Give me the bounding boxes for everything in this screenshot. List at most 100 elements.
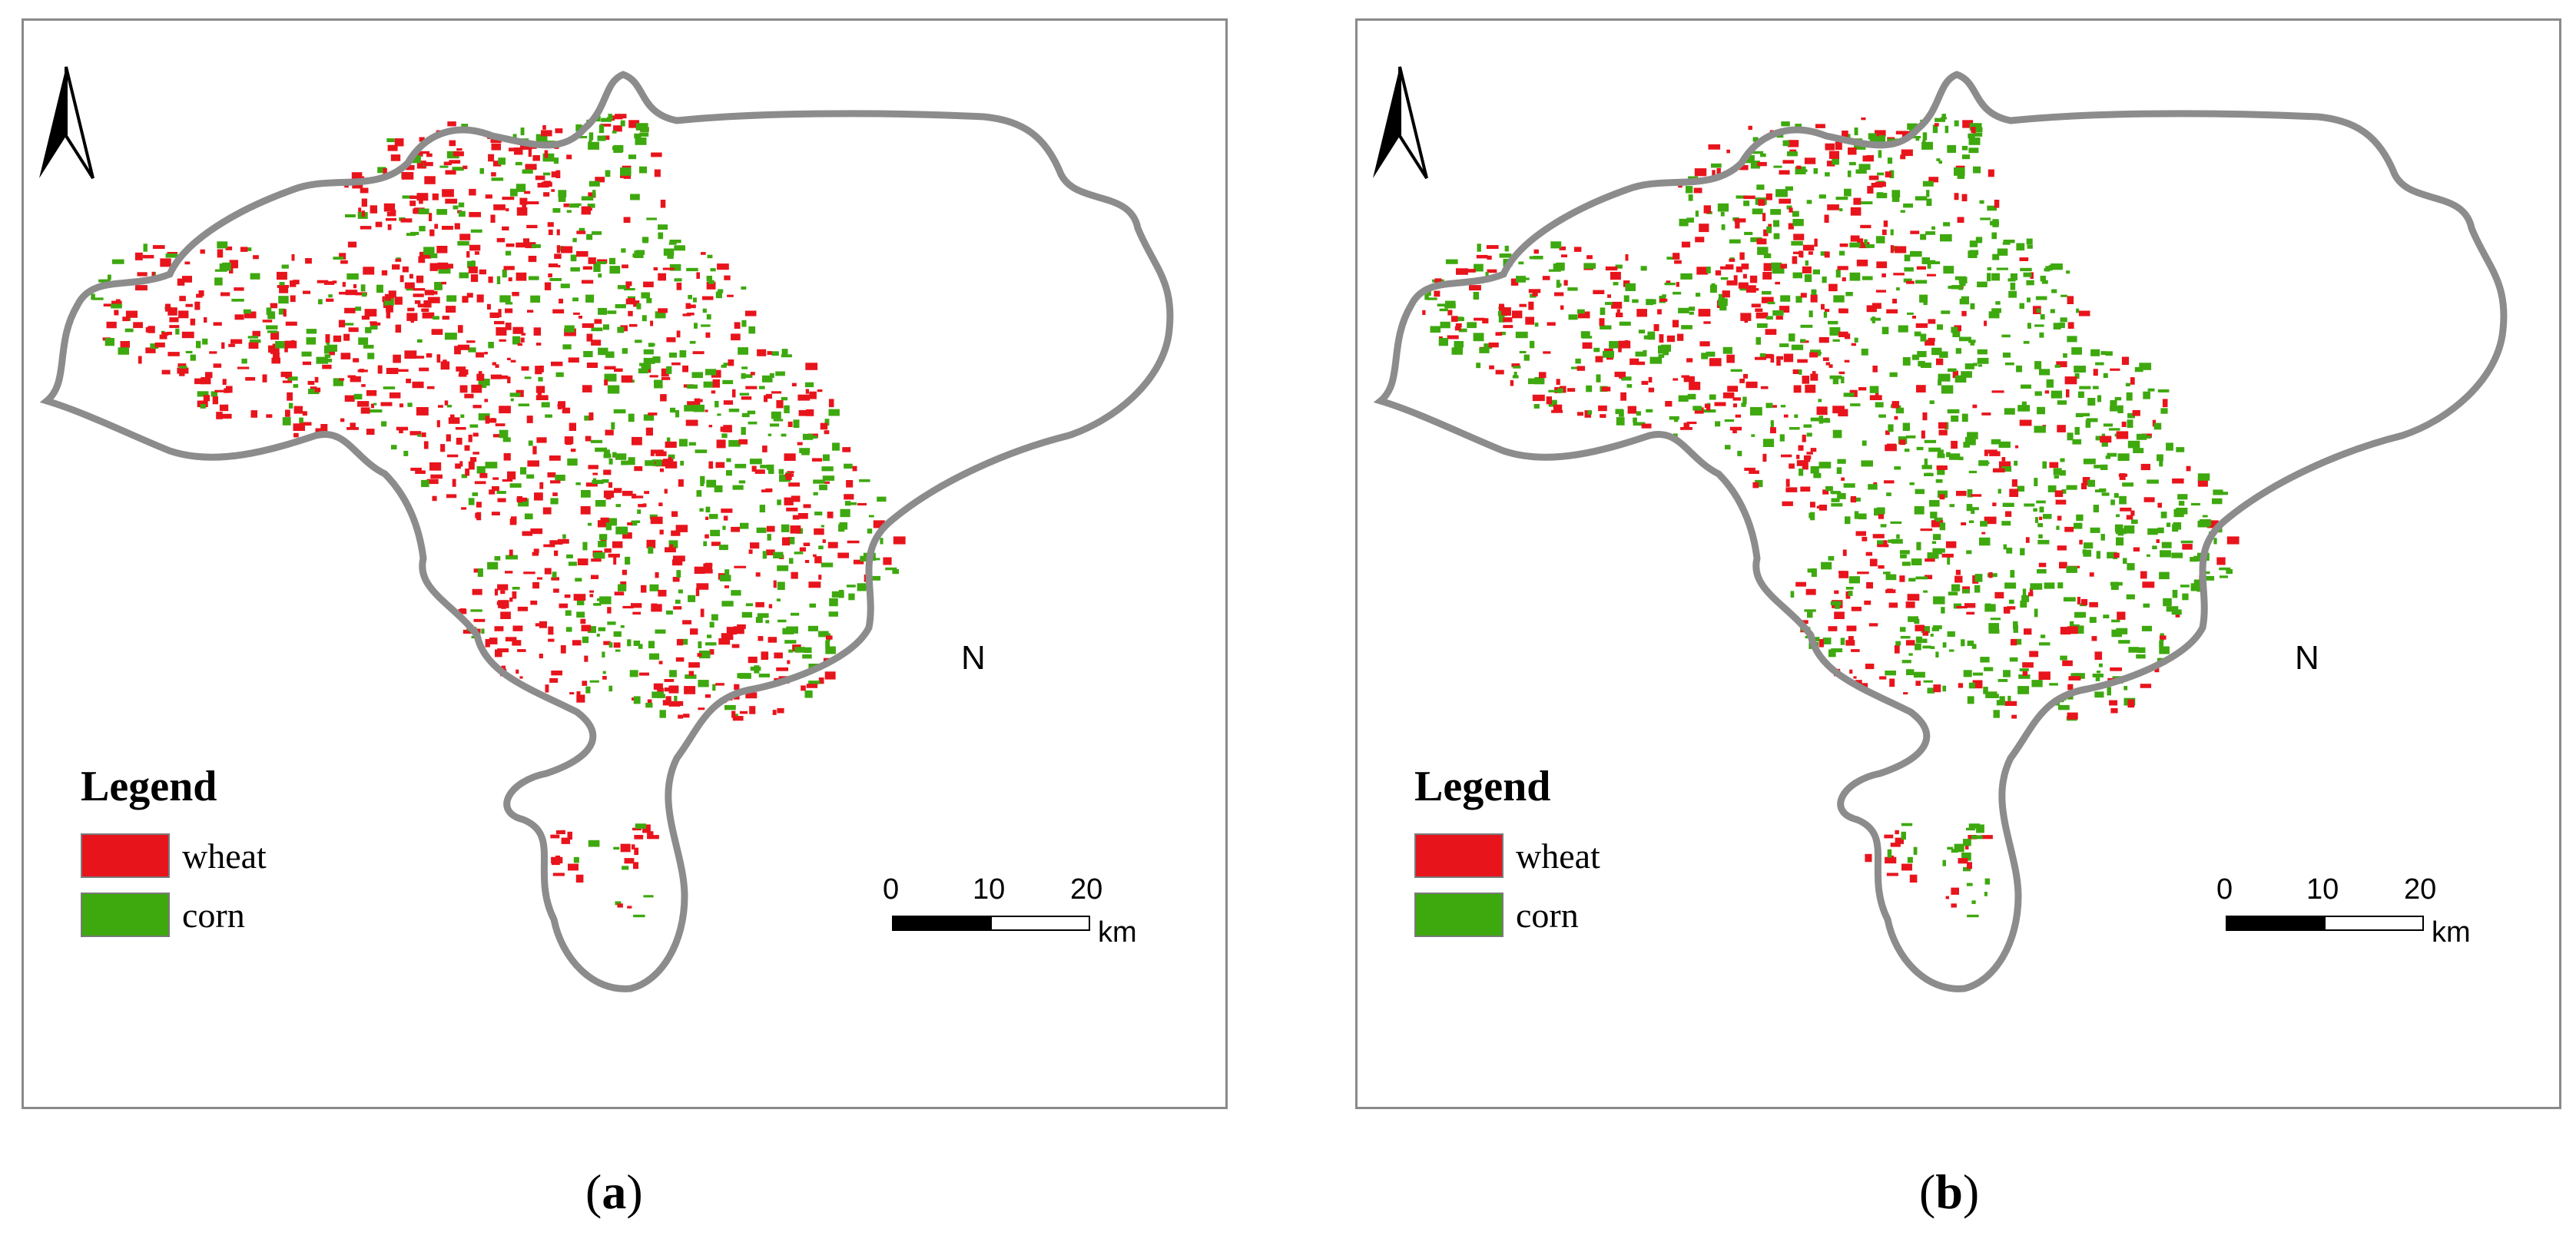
crop-pixel: [1932, 124, 1938, 134]
crop-pixel: [284, 346, 288, 353]
crop-pixel: [510, 188, 518, 197]
crop-pixel: [1804, 157, 1816, 164]
crop-pixel: [591, 339, 602, 346]
crop-pixel: [565, 439, 572, 445]
crop-pixel: [476, 502, 482, 508]
crop-pixel: [1734, 218, 1746, 223]
crop-pixel: [2036, 500, 2046, 504]
crop-pixel: [706, 281, 716, 290]
crop-pixel: [741, 396, 752, 400]
crop-pixel: [1849, 242, 1861, 248]
crop-pixel: [1971, 644, 1977, 649]
crop-pixel: [1898, 325, 1908, 333]
crop-pixel: [413, 293, 424, 297]
crop-pixel: [412, 381, 424, 389]
crop-pixel: [416, 161, 426, 169]
crop-pixel: [1577, 311, 1590, 319]
crop-pixel: [2006, 548, 2013, 554]
crop-pixel: [1587, 410, 1593, 415]
crop-pixel: [724, 585, 729, 588]
crop-pixel: [1915, 323, 1928, 328]
crop-pixel: [1970, 339, 1975, 346]
crop-pixel: [506, 555, 518, 560]
crop-pixel: [797, 513, 808, 519]
crop-pixel: [1905, 640, 1915, 646]
crop-pixel: [733, 626, 744, 634]
crop-pixel: [2015, 445, 2019, 449]
crop-pixel: [592, 231, 602, 235]
crop-pixel: [702, 308, 707, 313]
crop-pixel: [671, 701, 684, 706]
crop-pixel: [505, 308, 513, 313]
crop-pixel: [1474, 317, 1485, 321]
crop-pixel: [325, 334, 330, 343]
crop-pixel: [614, 488, 622, 493]
crop-pixel: [2004, 701, 2017, 706]
crop-pixel: [1941, 117, 1947, 120]
crop-pixel: [1678, 307, 1689, 313]
crop-pixel: [2190, 502, 2200, 506]
crop-pixel: [598, 627, 606, 631]
crop-pixel: [1800, 620, 1809, 624]
crop-pixel: [804, 690, 813, 698]
crop-pixel: [360, 284, 366, 292]
crop-pixel: [543, 181, 551, 187]
crop-pixel: [1934, 123, 1939, 127]
crop-pixel: [2089, 572, 2094, 577]
crop-pixel: [1835, 141, 1842, 150]
crop-pixel: [717, 413, 721, 416]
crop-pixel: [104, 338, 114, 346]
crop-pixel: [532, 551, 539, 556]
crop-pixel: [634, 466, 643, 472]
crop-pixel: [1806, 200, 1812, 204]
crop-pixel: [204, 317, 207, 323]
crop-pixel: [1811, 289, 1817, 295]
crop-pixel: [632, 436, 642, 445]
crop-pixel: [1487, 255, 1492, 260]
crop-pixel: [458, 608, 467, 614]
crop-pixel: [1900, 554, 1907, 558]
crop-pixel: [1839, 308, 1848, 313]
crop-pixel: [2044, 582, 2055, 589]
crop-pixel: [1981, 412, 1991, 416]
crop-pixel: [528, 440, 533, 446]
crop-pixel: [1743, 195, 1755, 200]
crop-pixel: [643, 281, 654, 287]
crop-pixel: [1822, 638, 1832, 644]
crop-pixel: [485, 462, 498, 469]
crop-pixel: [527, 460, 539, 467]
crop-pixel: [644, 491, 650, 495]
crop-pixel: [1548, 269, 1561, 272]
crop-pixel: [602, 676, 607, 680]
crop-pixel: [844, 463, 853, 469]
crop-pixel: [1928, 177, 1939, 183]
crop-pixel: [454, 223, 460, 230]
crop-pixel: [1847, 171, 1852, 177]
crop-pixel: [860, 555, 867, 561]
crop-pixel: [502, 479, 513, 482]
crop-pixel: [2123, 525, 2135, 534]
crop-pixel: [1845, 587, 1854, 590]
crop-pixel: [645, 703, 653, 708]
crop-pixel: [548, 626, 554, 635]
crop-pixel: [518, 498, 529, 507]
crop-pixel: [710, 529, 721, 537]
crop-pixel: [682, 620, 691, 624]
crop-pixel: [468, 461, 475, 470]
crop-pixel: [1800, 293, 1807, 298]
crop-pixel: [1424, 293, 1429, 300]
crop-pixel: [1842, 131, 1848, 137]
crop-pixel: [1686, 186, 1693, 194]
crop-pixel: [454, 346, 461, 355]
crop-pixel: [363, 344, 374, 349]
crop-pixel: [230, 339, 243, 344]
crop-pixel: [2136, 433, 2147, 440]
crop-pixel: [2166, 606, 2179, 612]
crop-pixel: [1479, 347, 1490, 353]
crop-pixel: [741, 374, 753, 378]
crop-pixel: [2105, 351, 2113, 356]
crop-pixel: [2172, 589, 2178, 598]
crop-pixel: [554, 550, 559, 556]
crop-pixel: [1910, 136, 1921, 139]
crop-pixel: [1756, 238, 1767, 245]
